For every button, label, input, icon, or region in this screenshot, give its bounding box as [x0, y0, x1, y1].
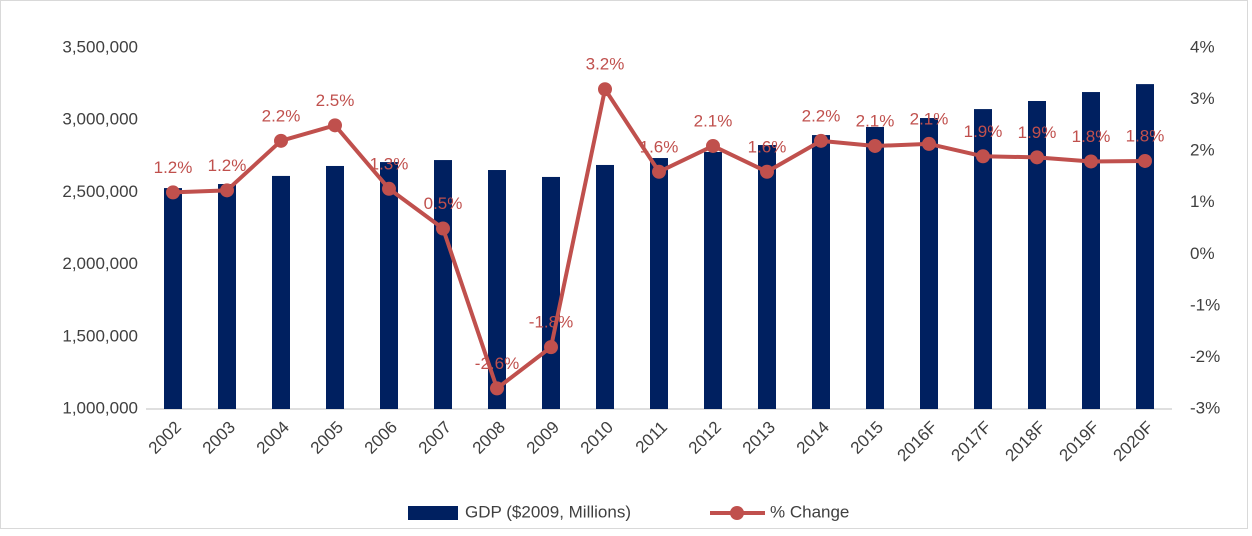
x-tick-label: 2011 — [632, 418, 671, 457]
y2-tick-label: 2% — [1190, 141, 1215, 160]
bar — [380, 162, 398, 409]
marker — [1030, 150, 1044, 165]
x-tick-label: 2020F — [1109, 418, 1157, 466]
y-tick-label: 2,500,000 — [62, 182, 138, 201]
bar — [488, 170, 506, 409]
marker — [976, 149, 990, 164]
data-label: 1.6% — [640, 137, 679, 156]
data-label: 2.1% — [694, 111, 733, 130]
data-label: 1.2% — [208, 156, 247, 175]
x-tick-label: 2006 — [361, 418, 401, 458]
marker — [328, 118, 342, 133]
legend-label: GDP ($2009, Millions) — [465, 502, 631, 521]
data-label: -2.6% — [475, 354, 519, 373]
bar — [434, 160, 452, 409]
marker — [814, 133, 828, 148]
x-tick-label: 2005 — [307, 418, 347, 458]
bar — [758, 145, 776, 409]
x-tick-label: 2007 — [415, 418, 455, 458]
marker — [220, 183, 234, 198]
marker — [598, 82, 612, 97]
bar — [920, 118, 938, 409]
legend-swatch — [408, 506, 458, 520]
x-tick-label: 2016F — [893, 418, 941, 466]
bar — [704, 151, 722, 409]
marker — [652, 164, 666, 179]
data-label: 2.2% — [802, 106, 841, 125]
x-tick-label: 2015 — [847, 418, 887, 458]
x-tick-label: 2017F — [947, 418, 995, 466]
data-label: 1.6% — [748, 137, 787, 156]
y-tick-label: 1,000,000 — [62, 398, 138, 417]
x-tick-label: 2010 — [577, 418, 617, 458]
bar — [326, 165, 344, 409]
y2-tick-label: -2% — [1190, 347, 1220, 366]
legend-label: % Change — [770, 502, 849, 521]
marker — [436, 221, 450, 236]
marker — [868, 138, 882, 153]
bar — [596, 164, 614, 409]
bar — [542, 176, 560, 409]
bar — [974, 109, 992, 409]
y2-tick-label: 0% — [1190, 244, 1215, 263]
x-tick-label: 2013 — [739, 418, 779, 458]
bar — [866, 126, 884, 409]
x-tick-label: 2009 — [523, 418, 563, 458]
data-label: -1.8% — [529, 313, 573, 332]
marker — [544, 340, 558, 355]
data-label: 1.9% — [1018, 123, 1057, 142]
x-tick-label: 2002 — [145, 418, 185, 458]
bar — [1082, 92, 1100, 410]
y2-tick-label: -1% — [1190, 295, 1220, 314]
x-tick-label: 2019F — [1055, 418, 1103, 466]
marker — [166, 185, 180, 200]
x-tick-label: 2004 — [253, 418, 293, 458]
data-label: 1.8% — [1126, 126, 1165, 145]
x-tick-label: 2008 — [469, 418, 509, 458]
y2-tick-label: 3% — [1190, 89, 1215, 108]
data-label: 2.1% — [910, 109, 949, 128]
data-label: 2.5% — [316, 91, 355, 110]
y-tick-label: 1,500,000 — [62, 326, 138, 345]
marker — [1138, 153, 1152, 168]
legend-marker — [730, 506, 744, 520]
data-label: 1.8% — [1072, 127, 1111, 146]
x-tick-label: 2014 — [793, 418, 833, 458]
y-tick-label: 3,500,000 — [62, 37, 138, 56]
data-label: 3.2% — [586, 55, 625, 74]
x-tick-label: 2012 — [685, 418, 725, 458]
bar — [164, 188, 182, 409]
data-label: 1.3% — [370, 154, 409, 173]
bar — [218, 184, 236, 409]
marker — [1084, 154, 1098, 169]
y2-tick-label: 1% — [1190, 192, 1215, 211]
y-tick-label: 3,000,000 — [62, 110, 138, 129]
data-label: 1.2% — [154, 158, 193, 177]
x-tick-label: 2018F — [1001, 418, 1049, 466]
marker — [760, 164, 774, 179]
y2-tick-label: 4% — [1190, 37, 1215, 56]
data-label: 2.2% — [262, 106, 301, 125]
data-label: 1.9% — [964, 122, 1003, 141]
marker — [922, 136, 936, 151]
bar — [650, 158, 668, 409]
marker — [382, 181, 396, 196]
marker — [274, 133, 288, 148]
y-tick-label: 2,000,000 — [62, 254, 138, 273]
bar — [1028, 100, 1046, 409]
marker — [706, 138, 720, 153]
x-tick-label: 2003 — [199, 418, 239, 458]
data-label: 2.1% — [856, 111, 895, 130]
bar — [812, 135, 830, 410]
bar — [272, 175, 290, 409]
y2-tick-label: -3% — [1190, 398, 1220, 417]
data-label: 0.5% — [424, 194, 463, 213]
marker — [490, 381, 504, 396]
